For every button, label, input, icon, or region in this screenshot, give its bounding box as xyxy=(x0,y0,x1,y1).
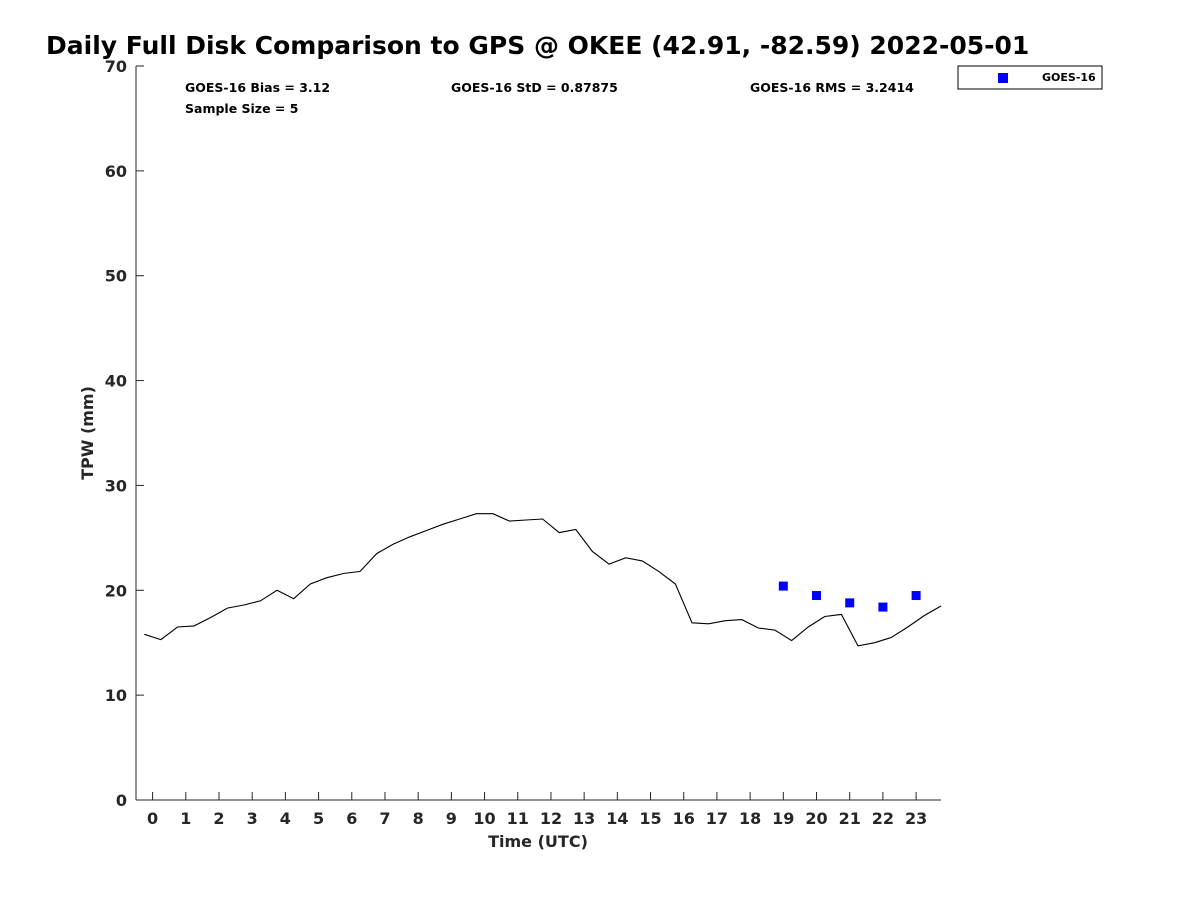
series-layer xyxy=(144,513,942,647)
legend-marker-goes16 xyxy=(998,73,1008,83)
y-axis-ticks: 0 10 20 30 40 50 60 70 xyxy=(105,57,144,810)
goes16-marker xyxy=(911,591,921,601)
y-tick-label: 20 xyxy=(105,581,127,600)
y-tick-label: 70 xyxy=(105,57,127,76)
x-tick-label: 8 xyxy=(413,809,424,828)
x-tick-label: 14 xyxy=(606,809,628,828)
axes xyxy=(135,66,941,801)
x-tick-label: 5 xyxy=(313,809,324,828)
x-tick-label: 15 xyxy=(639,809,661,828)
x-tick-label: 17 xyxy=(706,809,728,828)
rms-stat: GOES-16 RMS = 3.2414 xyxy=(750,80,914,95)
x-tick-label: 23 xyxy=(905,809,927,828)
x-tick-label: 6 xyxy=(346,809,357,828)
x-tick-label: 13 xyxy=(573,809,595,828)
x-tick-label: 18 xyxy=(739,809,761,828)
goes16-marker xyxy=(845,598,855,608)
x-tick-label: 20 xyxy=(805,809,827,828)
y-axis-label: TPW (mm) xyxy=(78,386,97,480)
x-tick-label: 16 xyxy=(673,809,695,828)
y-tick-label: 0 xyxy=(116,791,127,810)
x-tick-label: 0 xyxy=(147,809,158,828)
y-tick-label: 40 xyxy=(105,372,127,391)
x-tick-label: 11 xyxy=(507,809,529,828)
x-tick-label: 12 xyxy=(540,809,562,828)
y-tick-label: 30 xyxy=(105,476,127,495)
chart-title: Daily Full Disk Comparison to GPS @ OKEE… xyxy=(46,31,1029,60)
x-axis-ticks: 0 1 2 3 4 5 6 7 8 9 10 11 12 13 14 15 16 17 18 19 20 21 22 23 xyxy=(147,792,927,828)
goes16-marker xyxy=(878,602,888,612)
legend-label-goes16: GOES-16 xyxy=(1042,71,1096,84)
gps-tpw-line xyxy=(144,513,942,647)
bias-stat: GOES-16 Bias = 3.12 xyxy=(185,80,330,95)
std-stat: GOES-16 StD = 0.87875 xyxy=(451,80,618,95)
x-tick-label: 21 xyxy=(839,809,861,828)
legend-box xyxy=(957,65,1103,90)
x-tick-label: 22 xyxy=(872,809,894,828)
y-tick-label: 10 xyxy=(105,686,127,705)
y-tick-label: 50 xyxy=(105,267,127,286)
x-tick-label: 2 xyxy=(213,809,224,828)
x-tick-label: 3 xyxy=(247,809,258,828)
sample-size-stat: Sample Size = 5 xyxy=(185,101,298,116)
y-tick-label: 60 xyxy=(105,162,127,181)
x-tick-label: 10 xyxy=(473,809,495,828)
x-tick-label: 19 xyxy=(772,809,794,828)
x-axis-label: Time (UTC) xyxy=(488,832,588,851)
x-tick-label: 7 xyxy=(379,809,390,828)
x-tick-label: 4 xyxy=(280,809,291,828)
goes16-marker xyxy=(778,581,788,591)
x-tick-label: 9 xyxy=(446,809,457,828)
x-tick-label: 1 xyxy=(180,809,191,828)
goes16-marker xyxy=(812,591,822,601)
legend: GOES-16 xyxy=(957,65,1103,90)
